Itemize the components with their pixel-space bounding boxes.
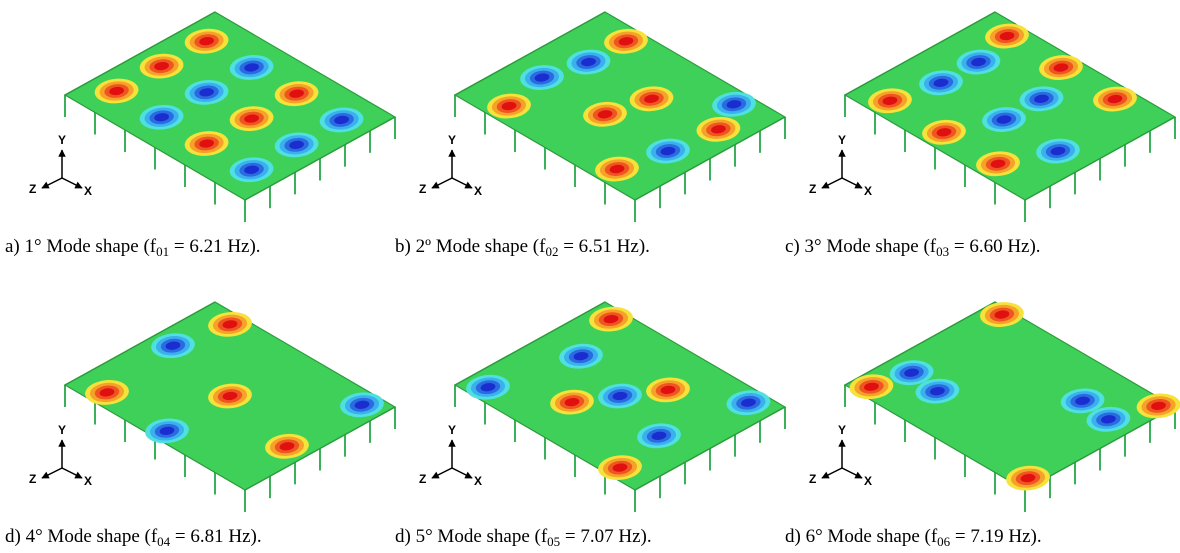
axis-label: X <box>84 474 92 488</box>
axis-label: X <box>474 184 482 198</box>
caption-subscript: 03 <box>936 244 949 259</box>
axis-arrow <box>842 178 862 188</box>
caption-text: = 6.60 Hz). <box>949 236 1040 257</box>
caption-text: = 7.19 Hz). <box>950 526 1041 547</box>
plate <box>841 297 1180 496</box>
caption-subscript: 05 <box>547 534 560 549</box>
caption-text: d) 4° Mode shape (f <box>5 526 158 547</box>
axis-label: Z <box>29 182 36 196</box>
plate <box>61 300 400 493</box>
mode-panel: Y Z X <box>809 11 1177 222</box>
axis-arrow <box>842 468 862 478</box>
caption: d) 4° Mode shape (f04 = 6.81 Hz). <box>5 526 262 549</box>
caption-text: d) 6° Mode shape (f <box>785 526 938 547</box>
caption-text: = 6.51 Hz). <box>558 236 649 257</box>
caption: d) 5° Mode shape (f05 = 7.07 Hz). <box>395 526 652 549</box>
caption-text: d) 5° Mode shape (f <box>395 526 548 547</box>
axis-arrow <box>822 468 842 478</box>
caption-text: a) 1° Mode shape (f <box>5 236 157 257</box>
mode-panel: Y Z X <box>419 300 790 512</box>
caption: b) 2º Mode shape (f02 = 6.51 Hz). <box>395 236 650 259</box>
axis-label: X <box>864 184 872 198</box>
axis-label: Z <box>419 472 426 486</box>
figure: Y Z Xa) 1° Mode shape (f01 = 6.21 Hz). Y Z Xb… <box>0 0 1180 553</box>
mode-panel: Y Z X <box>809 297 1180 512</box>
axis-arrow <box>62 178 82 188</box>
axis-label: Z <box>809 472 816 486</box>
axis-label: Y <box>838 133 846 147</box>
axis-label: X <box>84 184 92 198</box>
axis-arrow <box>822 178 842 188</box>
axis-label: Y <box>58 133 66 147</box>
mode-panel: Y Z X <box>29 12 395 222</box>
caption-text: = 7.07 Hz). <box>560 526 651 547</box>
plate <box>455 11 787 200</box>
mode-panel: Y Z X <box>29 300 400 512</box>
caption-text: = 6.21 Hz). <box>169 236 260 257</box>
mode-panel: Y Z X <box>419 11 787 222</box>
plate <box>451 300 790 493</box>
plate-surface <box>845 302 1175 490</box>
axis-label: Y <box>448 133 456 147</box>
caption-text: b) 2º Mode shape (f <box>395 236 546 257</box>
caption-text: = 6.81 Hz). <box>170 526 261 547</box>
axis-arrow <box>62 468 82 478</box>
axis-arrow <box>432 468 452 478</box>
axis-arrow <box>42 468 62 478</box>
caption-subscript: 06 <box>937 534 951 549</box>
axis-arrow <box>452 468 472 478</box>
axis-label: Y <box>838 423 846 437</box>
caption-subscript: 04 <box>157 534 171 549</box>
caption: c) 3° Mode shape (f03 = 6.60 Hz). <box>785 236 1041 259</box>
axis-label: Y <box>58 423 66 437</box>
plate <box>65 12 395 200</box>
axis-label: X <box>474 474 482 488</box>
axis-arrow <box>452 178 472 188</box>
axis-arrow <box>42 178 62 188</box>
caption-subscript: 01 <box>156 244 169 259</box>
axis-label: X <box>864 474 872 488</box>
caption: d) 6° Mode shape (f06 = 7.19 Hz). <box>785 526 1042 549</box>
caption-text: c) 3° Mode shape (f <box>785 236 937 257</box>
axis-label: Z <box>419 182 426 196</box>
caption: a) 1° Mode shape (f01 = 6.21 Hz). <box>5 236 261 259</box>
caption-subscript: 02 <box>545 244 558 259</box>
plate <box>845 11 1177 200</box>
axis-label: Z <box>29 472 36 486</box>
axis-arrow <box>432 178 452 188</box>
axis-label: Y <box>448 423 456 437</box>
axis-label: Z <box>809 182 816 196</box>
